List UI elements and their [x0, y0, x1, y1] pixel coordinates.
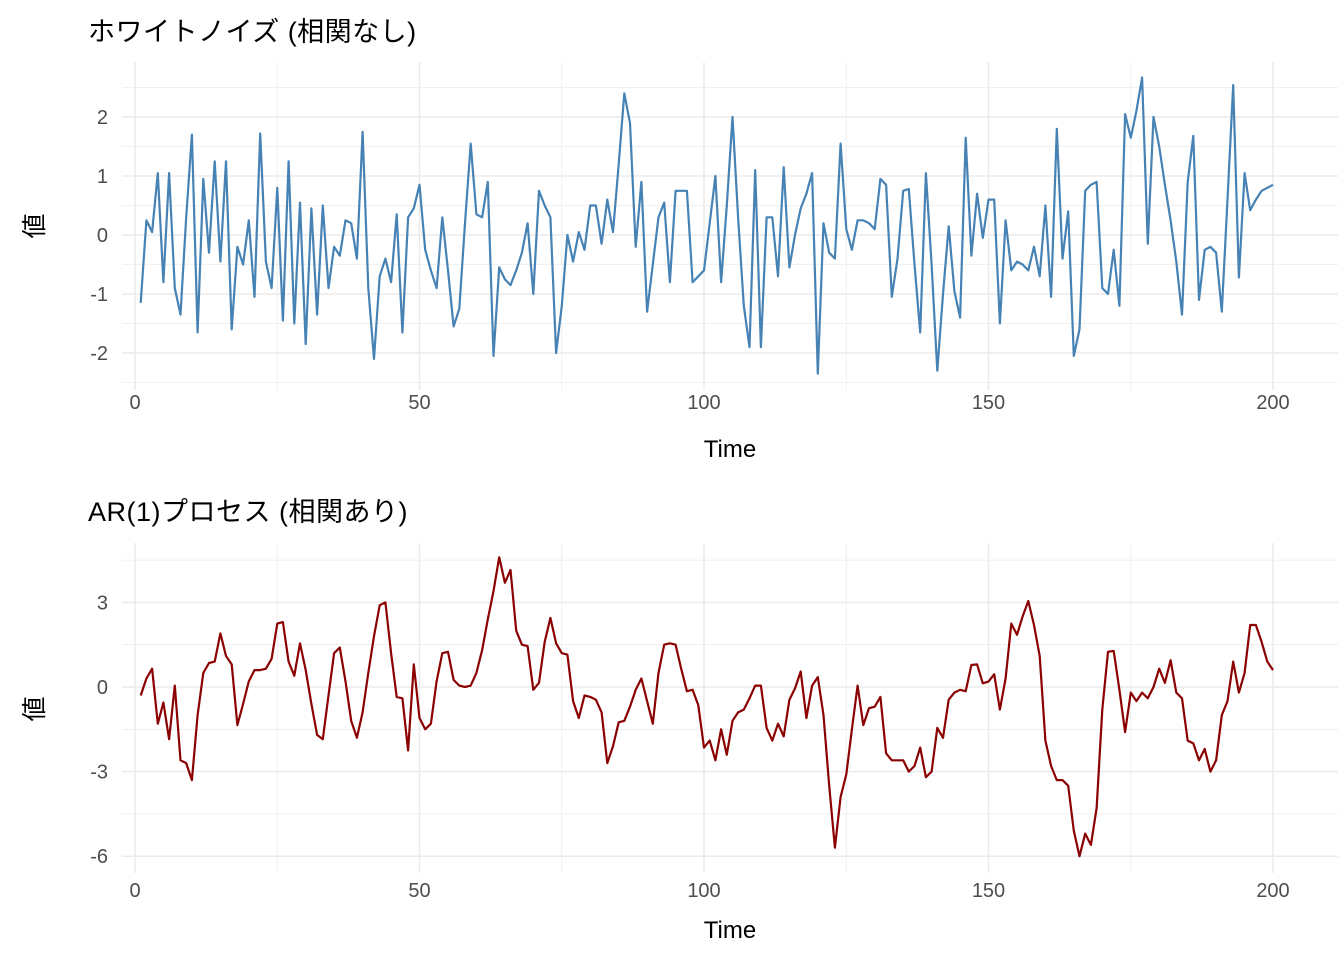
gridlines [122, 62, 1338, 390]
gridlines [122, 543, 1338, 873]
y-tick-label: -3 [90, 762, 108, 784]
y-tick-label: -6 [90, 846, 108, 868]
y-tick-label: -1 [90, 284, 108, 306]
y-tick-label: -2 [90, 343, 108, 365]
x-tick-label: 0 [129, 392, 140, 414]
ar1-process-chart: -6 -3 0 3 0 50 100 150 200 [90, 543, 1338, 902]
x-tick-label: 100 [687, 392, 720, 414]
y-tick-label: 2 [97, 107, 108, 129]
y-tick-label: 1 [97, 166, 108, 188]
y-tick-label: 0 [97, 677, 108, 699]
x-tick-label: 200 [1256, 880, 1289, 902]
x-tick-label: 150 [972, 880, 1005, 902]
axis-tick-labels: -6 -3 0 3 0 50 100 150 200 [90, 592, 1289, 902]
ar1-process-title: AR(1)プロセス (相関あり) [88, 497, 408, 527]
ar1-process-y-axis-title: 値 [21, 696, 49, 722]
series-line [139, 76, 1274, 375]
x-tick-label: 50 [408, 880, 430, 902]
x-tick-label: 200 [1256, 392, 1289, 414]
y-tick-label: 0 [97, 225, 108, 247]
x-tick-label: 0 [129, 880, 140, 902]
white-noise-x-axis-title: Time [703, 436, 757, 463]
x-tick-label: 100 [687, 880, 720, 902]
x-tick-label: 150 [972, 392, 1005, 414]
axis-tick-labels: -2 -1 0 1 2 0 50 100 150 200 [90, 107, 1289, 414]
white-noise-title: ホワイトノイズ (相関なし) [88, 17, 417, 47]
white-noise-y-axis-title: 値 [21, 213, 49, 239]
x-tick-label: 50 [408, 392, 430, 414]
series-line [139, 556, 1274, 858]
ar1-process-x-axis-title: Time [703, 917, 757, 944]
white-noise-chart: -2 -1 0 1 2 0 50 100 150 200 [90, 62, 1338, 414]
y-tick-label: 3 [97, 592, 108, 614]
